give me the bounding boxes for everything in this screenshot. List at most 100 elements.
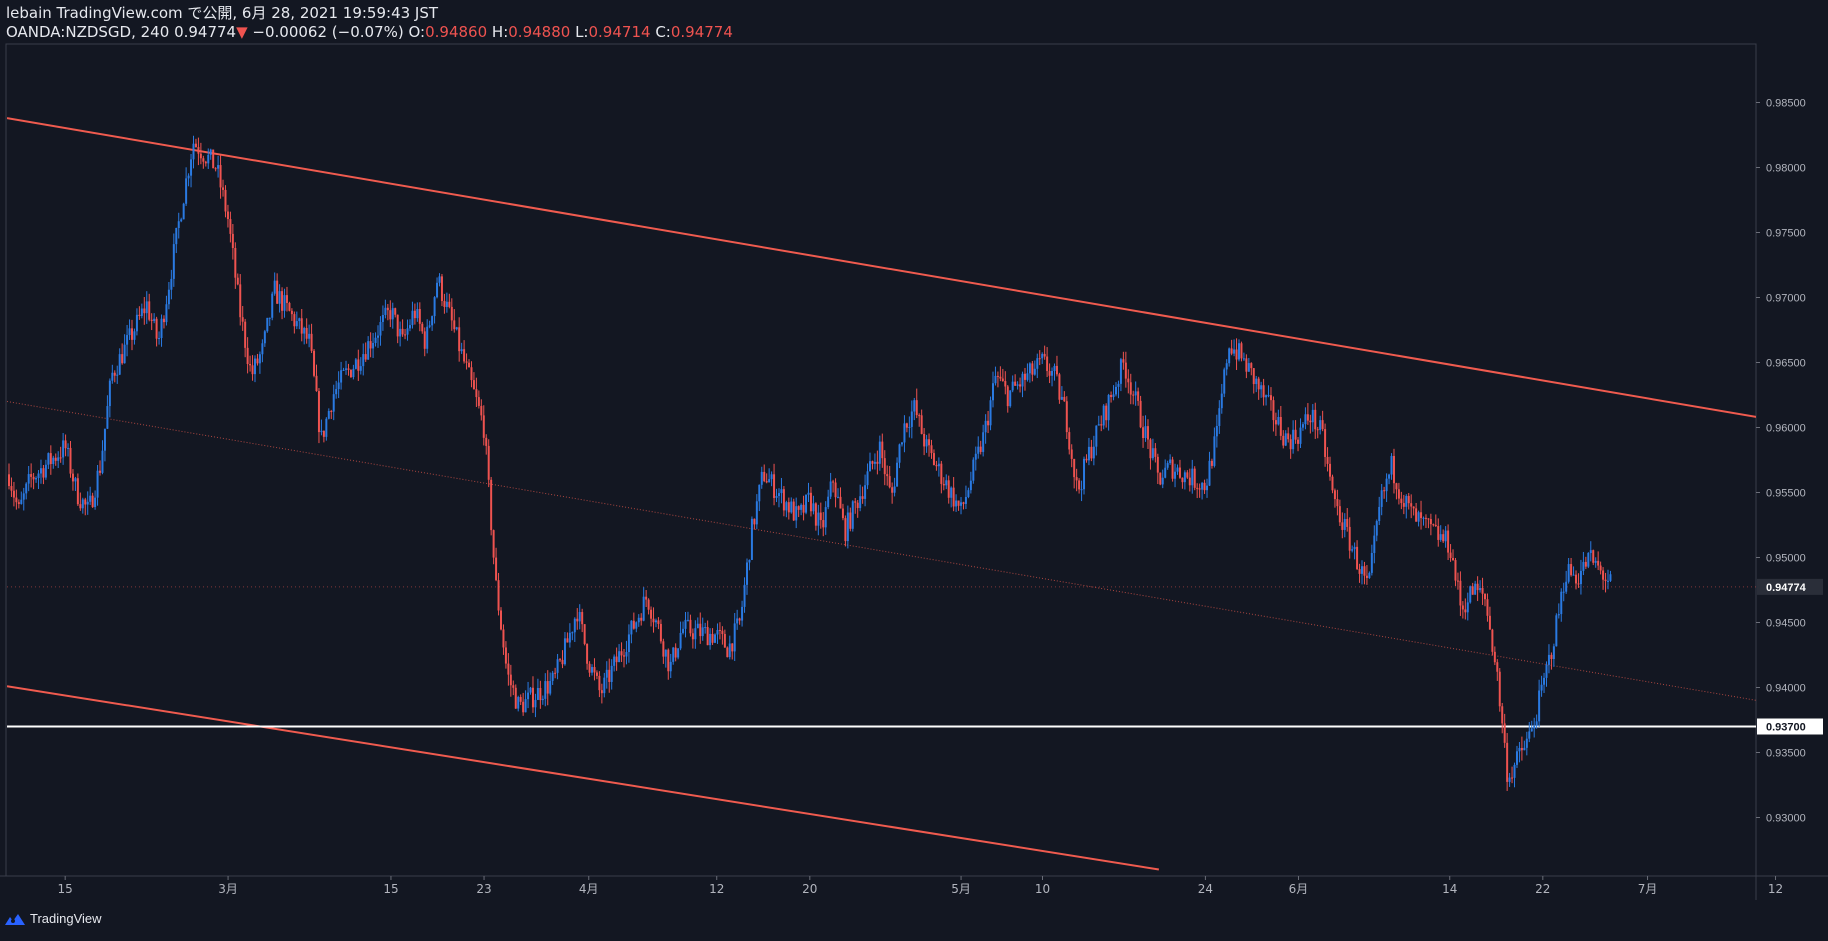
candle-body xyxy=(359,366,362,371)
candle-body xyxy=(750,518,753,560)
candle-body xyxy=(1301,424,1304,428)
candle-body xyxy=(1597,560,1600,566)
candle-body xyxy=(1129,382,1132,395)
candle-body xyxy=(1518,748,1521,752)
candle-body xyxy=(160,318,163,338)
candle-body xyxy=(1565,581,1568,592)
candle-body xyxy=(386,307,389,311)
candle-body xyxy=(1547,654,1550,665)
candle-body xyxy=(792,501,795,521)
candle-body xyxy=(583,624,586,644)
candle-body xyxy=(962,502,965,504)
candle-body xyxy=(1078,480,1081,490)
candle-body xyxy=(1235,349,1238,360)
candle-body xyxy=(1228,348,1231,364)
candle-body xyxy=(1484,593,1486,600)
candle-body xyxy=(1459,580,1462,606)
price-axis[interactable]: 0.98500 0.98000 0.97500 0.97000 0.96500 0.960… xyxy=(1756,98,1823,825)
candle-body xyxy=(519,697,522,702)
candle-body xyxy=(57,457,60,461)
candle-body xyxy=(736,618,739,624)
candle-body xyxy=(148,301,151,320)
candle-body xyxy=(273,280,276,294)
candle-body xyxy=(271,293,274,318)
candle-body xyxy=(1277,416,1280,425)
candle-body xyxy=(369,341,372,349)
candle-body xyxy=(1412,506,1415,509)
price-change: −0.00062 (−0.07%) xyxy=(252,23,404,41)
candle-body xyxy=(313,350,316,376)
candle-body xyxy=(185,178,188,204)
candle-body xyxy=(320,430,323,433)
candle-body xyxy=(1043,353,1046,357)
candle-body xyxy=(202,158,205,162)
candle-body xyxy=(1021,373,1024,387)
candle-body xyxy=(837,496,840,498)
candle-body xyxy=(1151,448,1154,459)
candle-body xyxy=(1407,495,1410,504)
candle-body xyxy=(143,308,146,314)
candle-body xyxy=(930,445,933,454)
candle-body xyxy=(1346,518,1349,527)
candle-body xyxy=(1208,460,1211,486)
candle-body xyxy=(802,504,805,513)
candle-body xyxy=(138,314,141,316)
candle-body xyxy=(217,165,220,169)
candle-body xyxy=(741,606,744,621)
candle-body xyxy=(738,618,741,621)
candle-body xyxy=(167,289,170,305)
candle-body xyxy=(1250,363,1253,369)
candle-body xyxy=(249,364,252,366)
candle-body xyxy=(573,618,576,633)
candle-body xyxy=(630,620,633,635)
candle-body xyxy=(357,359,360,371)
candle-body xyxy=(1115,386,1117,395)
candle-body xyxy=(1449,552,1452,558)
candle-body xyxy=(514,687,517,709)
candle-body xyxy=(74,478,77,482)
candle-body xyxy=(1051,370,1054,376)
trend-lines[interactable] xyxy=(7,117,1810,871)
candle-body xyxy=(1392,455,1395,484)
candle-body xyxy=(293,314,296,327)
tradingview-logo-icon[interactable] xyxy=(4,912,26,926)
candle-body xyxy=(460,349,463,352)
candle-body xyxy=(438,276,441,283)
candle-body xyxy=(716,630,719,635)
candle-body xyxy=(431,316,434,326)
candle-body xyxy=(1053,365,1056,371)
candle-body xyxy=(1100,424,1103,426)
candle-body xyxy=(421,323,424,332)
candle-body xyxy=(650,609,653,619)
candle-body xyxy=(1402,503,1405,507)
candle-body xyxy=(224,189,227,212)
candle-body xyxy=(1070,449,1073,459)
candle-body xyxy=(89,495,92,502)
candle-body xyxy=(396,314,399,337)
candle-body xyxy=(615,656,618,663)
candle-body xyxy=(1491,629,1494,652)
candle-body xyxy=(531,687,534,708)
candle-body xyxy=(1083,458,1086,490)
time-axis[interactable]: 15 3月 15 23 4月 12 20 5月 10 24 6月 14 22 7月 12 xyxy=(58,876,1784,896)
candle-body xyxy=(1397,489,1400,499)
time-tick-label: 4月 xyxy=(579,882,599,896)
candle-body xyxy=(844,518,847,542)
candle-body xyxy=(1365,575,1368,578)
candle-body xyxy=(696,623,699,629)
candle-body xyxy=(1055,365,1058,375)
candle-body xyxy=(197,147,200,154)
footer-brand[interactable]: TradingView xyxy=(30,911,102,926)
candle-body xyxy=(1466,602,1469,613)
symbol-label[interactable]: OANDA:NZDSGD, 240 xyxy=(6,23,170,41)
candle-body xyxy=(1026,373,1029,380)
candle-body xyxy=(1004,381,1007,387)
support-price-badge xyxy=(1757,718,1823,735)
candle-body xyxy=(522,701,525,713)
candle-body xyxy=(448,301,451,307)
candle-body xyxy=(241,317,244,322)
candle-body xyxy=(642,596,645,621)
candle-body xyxy=(69,447,72,474)
candle-body xyxy=(433,297,436,317)
